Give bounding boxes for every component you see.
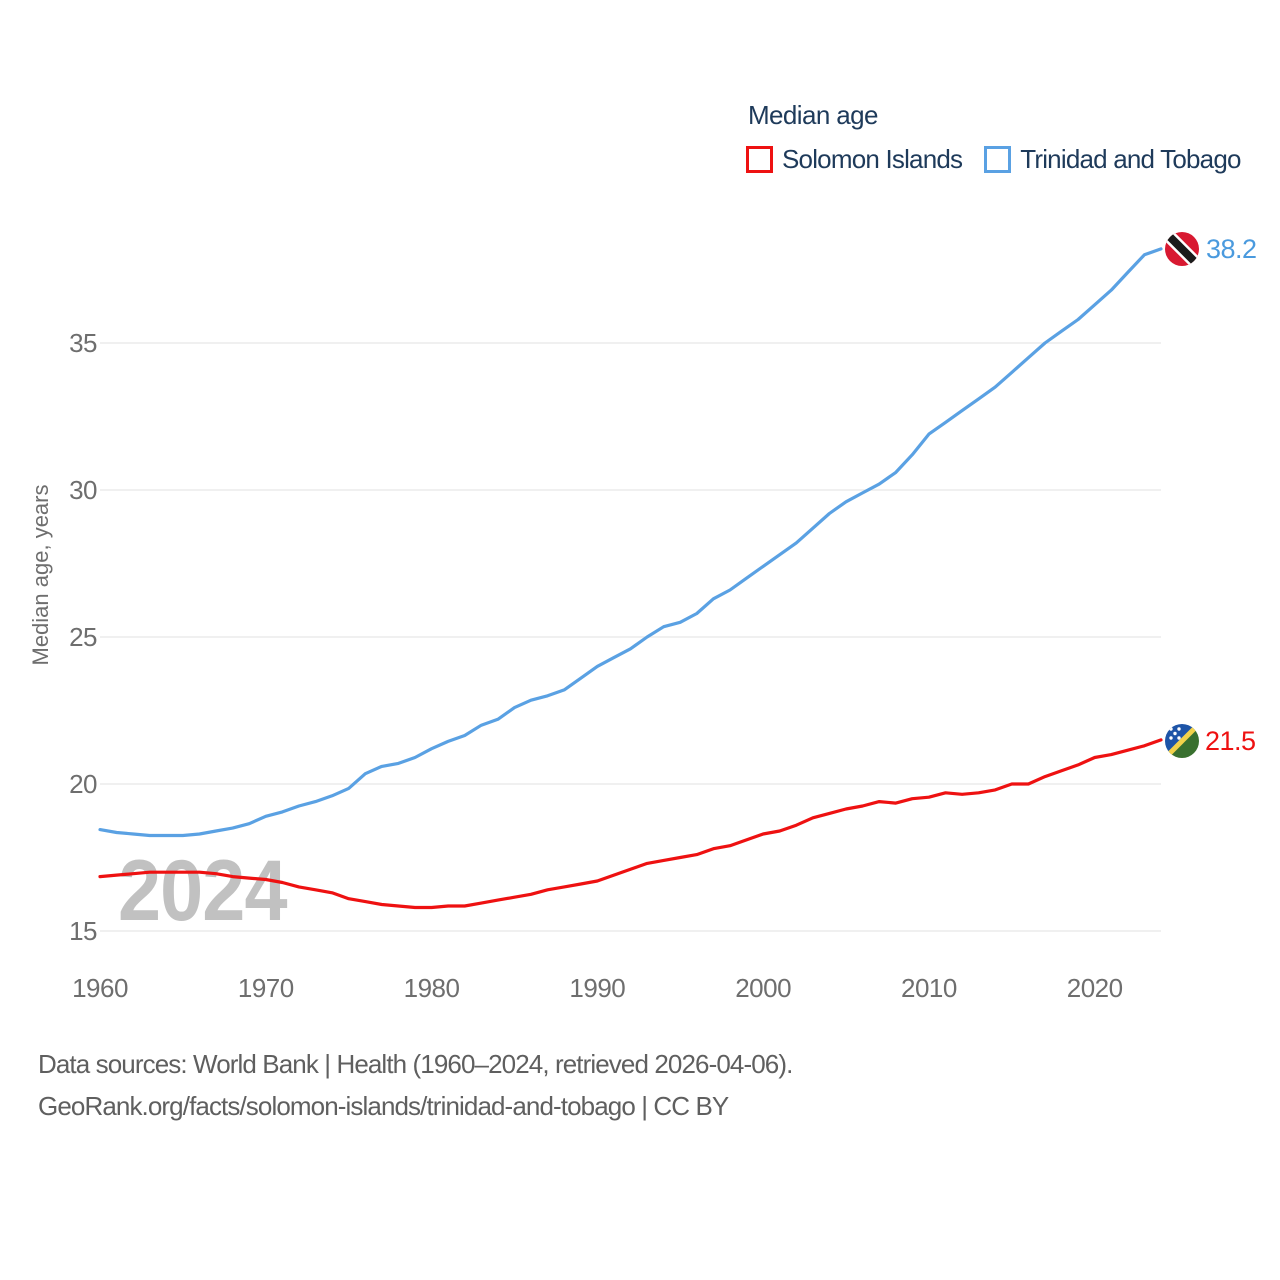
y-tick-label: 30 bbox=[69, 475, 97, 505]
legend: Median age Solomon Islands Trinidad and … bbox=[746, 100, 1241, 175]
x-tick-label: 1970 bbox=[238, 973, 294, 1003]
legend-label-trinidad-and-tobago: Trinidad and Tobago bbox=[1020, 144, 1241, 174]
chart-title: Median age bbox=[748, 100, 878, 130]
end-value-trinidad-and-tobago: 38.2 bbox=[1206, 234, 1257, 264]
series-line-solomon-islands bbox=[98, 738, 1163, 910]
trinidad-and-tobago-swatch-icon bbox=[984, 146, 1012, 173]
trinidad-and-tobago-flag-icon bbox=[1165, 232, 1199, 266]
footer-attribution-url: GeoRank.org/facts/solomon-islands/trinid… bbox=[38, 1091, 729, 1121]
y-tick-label: 35 bbox=[69, 328, 97, 358]
x-tick-label: 2020 bbox=[1067, 973, 1123, 1003]
x-tick-label: 2000 bbox=[735, 973, 791, 1003]
x-tick-label: 2010 bbox=[901, 973, 957, 1003]
legend-item-solomon-islands[interactable]: Solomon Islands bbox=[746, 144, 963, 175]
solomon-islands-flag-icon bbox=[1165, 724, 1199, 758]
solomon-islands-swatch-icon bbox=[746, 146, 773, 173]
legend-label-solomon-islands: Solomon Islands bbox=[782, 144, 963, 174]
footer: Data sources: World Bank | Health (1960–… bbox=[38, 1043, 793, 1127]
footer-data-sources: Data sources: World Bank | Health (1960–… bbox=[38, 1049, 793, 1079]
watermark-year: 2024 bbox=[118, 843, 287, 939]
end-value-solomon-islands: 21.5 bbox=[1205, 726, 1256, 756]
y-axis-title: Median age, years bbox=[28, 484, 53, 666]
y-tick-label: 20 bbox=[69, 769, 97, 799]
legend-item-trinidad-and-tobago[interactable]: Trinidad and Tobago bbox=[984, 144, 1241, 175]
x-tick-label: 1980 bbox=[404, 973, 460, 1003]
x-tick-label: 1960 bbox=[72, 973, 128, 1003]
series-line-trinidad-and-tobago bbox=[98, 247, 1163, 838]
y-tick-label: 15 bbox=[69, 916, 97, 946]
legend-items: Solomon Islands Trinidad and Tobago bbox=[746, 144, 1241, 175]
x-tick-label: 1990 bbox=[569, 973, 625, 1003]
y-tick-label: 25 bbox=[69, 622, 97, 652]
